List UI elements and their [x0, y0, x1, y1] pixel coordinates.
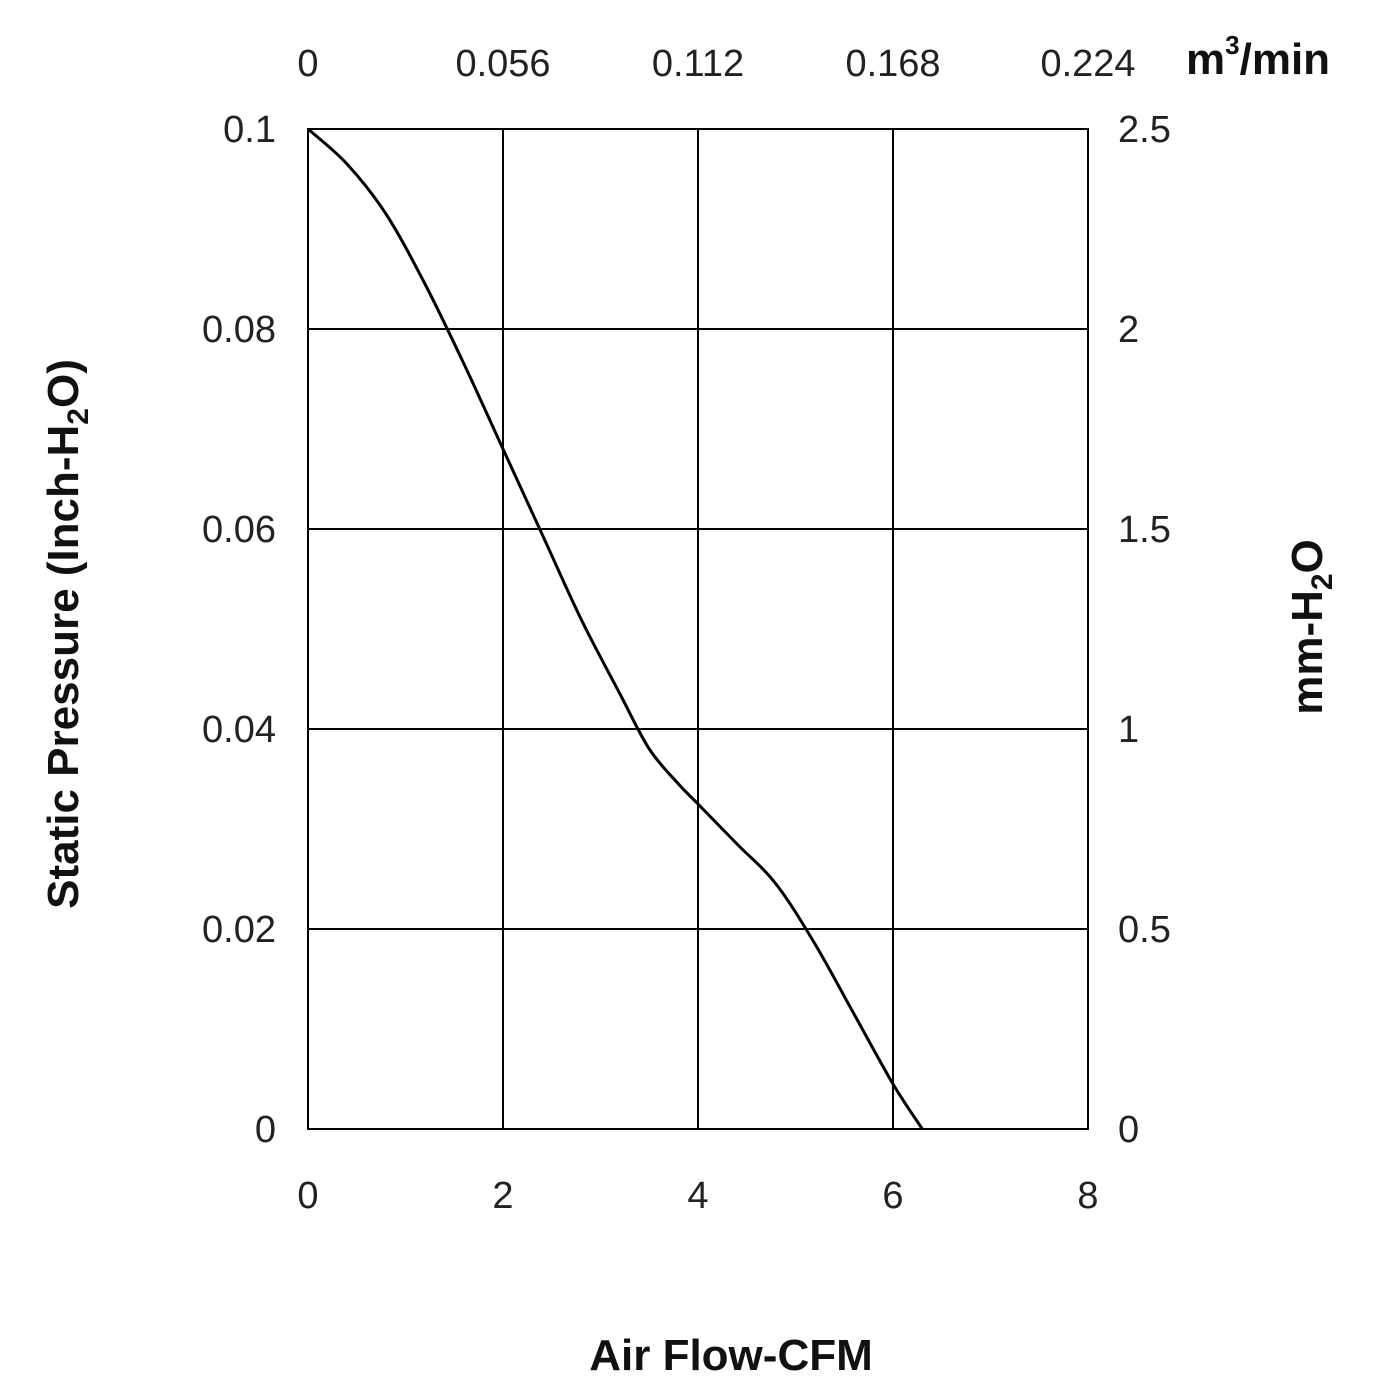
y-tick-label: 0.04 — [202, 709, 276, 751]
x-tick-label: 8 — [1077, 1175, 1098, 1217]
y2-tick-label: 2.5 — [1118, 109, 1171, 151]
x2-tick-label: 0.112 — [652, 43, 744, 85]
x-tick-label: 0 — [297, 1175, 318, 1217]
plot-border — [307, 128, 1089, 1130]
x-tick-label: 4 — [687, 1175, 708, 1217]
y-tick-label: 0.08 — [202, 309, 276, 351]
y2-axis-title: mm-H2O — [1283, 539, 1339, 715]
grid — [308, 129, 1088, 1129]
series-line — [307, 127, 924, 1130]
x2-axis-unit: m3/min — [1186, 30, 1330, 84]
y2-tick-label: 2 — [1118, 309, 1139, 351]
x2-tick-label: 0 — [297, 43, 318, 85]
y-tick-label: 0 — [255, 1109, 276, 1151]
x-tick-label: 6 — [882, 1175, 903, 1217]
y-tick-label: 0.1 — [223, 109, 276, 151]
y-tick-label: 0.06 — [202, 509, 276, 551]
x-axis-title: Air Flow-CFM — [589, 1331, 873, 1380]
y-tick-label: 0.02 — [202, 909, 276, 951]
x-tick-label: 2 — [492, 1175, 513, 1217]
x2-tick-label: 0.056 — [455, 43, 550, 85]
y-axis-title: Static Pressure (Inch-H2O) — [39, 359, 95, 909]
x2-tick-label: 0.168 — [845, 43, 940, 85]
y2-tick-label: 1 — [1118, 709, 1139, 751]
y2-tick-label: 0 — [1118, 1109, 1139, 1151]
x2-tick-label: 0.224 — [1040, 43, 1135, 85]
y2-tick-label: 1.5 — [1118, 509, 1171, 551]
y2-tick-label: 0.5 — [1118, 909, 1171, 951]
